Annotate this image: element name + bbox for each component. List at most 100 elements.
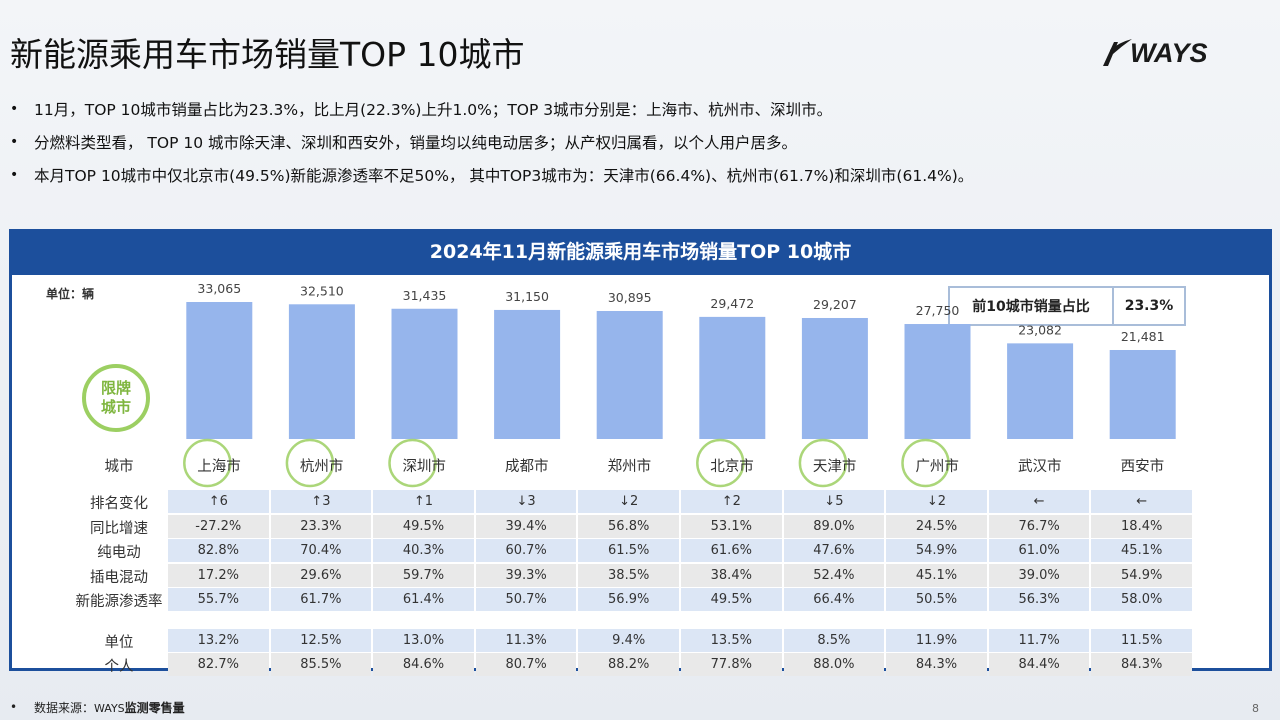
row-label: 插电混动	[90, 569, 148, 586]
top10-ratio-box: 前10城市销量占比 23.3%	[948, 286, 1186, 326]
table-cell: 49.5%	[373, 514, 474, 538]
city-label: 武汉市	[1018, 459, 1062, 475]
bullet-dot: •	[10, 166, 19, 183]
table-cell: ↓3	[475, 490, 577, 513]
summary-bullet: • 分燃料类型看， TOP 10 城市除天津、深圳和西安外，销量均以纯电动居多；…	[10, 125, 1250, 158]
summary-bullet: • 11月，TOP 10城市销量占比为23.3%，比上月(22.3%)上升1.0…	[10, 92, 1250, 125]
table-cell: 45.1%	[1091, 539, 1192, 562]
city-label: 上海市	[197, 459, 241, 475]
table-cell: ↑1	[373, 490, 474, 513]
table-cell: 59.7%	[373, 563, 474, 587]
row-label: 纯电动	[97, 545, 141, 561]
table-cell: 54.9%	[886, 539, 987, 562]
page-title: 新能源乘用车市场销量TOP 10城市	[10, 35, 525, 74]
table-cell: 40.3%	[373, 539, 474, 562]
restricted-city-marker	[798, 438, 848, 488]
table-cell: 88.0%	[783, 653, 885, 676]
restricted-city-marker	[901, 438, 950, 488]
table-cell: 17.2%	[168, 563, 269, 587]
restricted-city-badge: 限牌 城市	[82, 364, 150, 432]
ways-logo-icon	[1103, 39, 1132, 66]
table-cell: 39.4%	[475, 514, 577, 538]
table-cell: 38.4%	[681, 563, 782, 587]
table-cell: 70.4%	[270, 539, 372, 562]
ratio-label: 前10城市销量占比	[950, 288, 1114, 324]
panel-title: 2024年11月新能源乘用车市场销量TOP 10城市	[9, 229, 1272, 275]
table-cell: 54.9%	[1091, 563, 1192, 587]
table-cell: 11.9%	[886, 629, 987, 652]
table-cell: 39.3%	[475, 563, 577, 587]
bar-深圳市	[391, 308, 458, 439]
table-cell: ↓5	[783, 490, 885, 513]
bar-value-label: 23,082	[1018, 322, 1062, 337]
table-cell: 8.5%	[783, 629, 885, 652]
table-cell: 61.6%	[681, 539, 782, 562]
table-cell: 56.8%	[578, 514, 679, 538]
bar-成都市	[494, 309, 561, 439]
table-cell: ←	[1091, 490, 1192, 513]
bar-chart: 33,065 32,510 31,435 31,150 30,895 29,472 29,2…	[183, 281, 1176, 488]
table-cell: 39.0%	[988, 563, 1090, 587]
row-label: 个人	[104, 659, 134, 675]
table-cell: 88.2%	[578, 653, 679, 676]
city-label: 北京市	[710, 459, 754, 475]
data-source: 数据来源：WAYS监测零售量	[34, 699, 185, 716]
bullet-text: 11月，TOP 10城市销量占比为23.3%，比上月(22.3%)上升1.0%；…	[34, 100, 833, 119]
bar-天津市	[801, 317, 868, 439]
row-label: 单位	[104, 635, 134, 651]
city-label: 成都市	[505, 459, 549, 475]
restricted-city-marker	[696, 438, 745, 488]
row-label: 同比增速	[90, 520, 148, 537]
bar-北京市	[699, 316, 766, 439]
bullet-text: 本月TOP 10城市中仅北京市(49.5%)新能源渗透率不足50%， 其中TOP…	[34, 166, 974, 185]
bar-武汉市	[1007, 343, 1074, 439]
table-cell: 13.2%	[168, 629, 269, 652]
bar-郑州市	[596, 310, 663, 439]
bar-西安市	[1109, 349, 1176, 439]
summary-bullets: • 11月，TOP 10城市销量占比为23.3%，比上月(22.3%)上升1.0…	[10, 92, 1250, 191]
bar-value-label: 29,472	[710, 296, 754, 311]
table-cell: 61.7%	[270, 588, 372, 611]
table-cell: 52.4%	[783, 563, 885, 587]
city-label: 西安市	[1120, 459, 1165, 475]
table-cell: 61.4%	[373, 588, 474, 611]
table-cell: 84.6%	[373, 653, 474, 676]
summary-bullet: • 本月TOP 10城市中仅北京市(49.5%)新能源渗透率不足50%， 其中T…	[10, 158, 1250, 191]
table-cell: 82.7%	[168, 653, 269, 676]
table-cell: 80.7%	[475, 653, 577, 676]
bullet-dot: •	[10, 100, 19, 117]
bar-value-label: 31,435	[403, 288, 447, 303]
table-cell: ↓2	[886, 490, 987, 513]
bar-value-label: 29,207	[813, 297, 857, 312]
bar-杭州市	[288, 304, 355, 439]
footer-bullet: •	[10, 700, 18, 714]
table-cell: 13.0%	[373, 629, 474, 652]
bar-广州市	[904, 324, 971, 439]
source-name: 监测零售量	[124, 701, 185, 715]
table-cell: 89.0%	[783, 514, 885, 538]
bar-value-label: 33,065	[197, 281, 241, 296]
table-cell: 56.9%	[578, 588, 679, 611]
table-cell: 13.5%	[681, 629, 782, 652]
table-cell: 29.6%	[270, 563, 372, 587]
chart-panel: 2024年11月新能源乘用车市场销量TOP 10城市 单位：辆 前10城市销量占…	[9, 229, 1272, 676]
row-label: 新能源渗透率	[75, 594, 163, 610]
city-label: 天津市	[812, 459, 857, 475]
table-cell: 82.8%	[168, 539, 269, 562]
table-cell: 56.3%	[988, 588, 1090, 611]
bar-value-label: 21,481	[1121, 329, 1165, 344]
table-cell: ←	[988, 490, 1090, 513]
table-cell: 50.5%	[886, 588, 987, 611]
row-label: 排名变化	[90, 496, 148, 512]
restricted-badge-line2: 城市	[100, 398, 131, 416]
table-cell: ↑6	[168, 490, 269, 513]
page-number: 8	[1252, 702, 1259, 715]
city-header: 城市	[104, 459, 134, 475]
bar-上海市	[186, 302, 253, 439]
table-cell: ↑2	[681, 490, 782, 513]
table-cell: 11.5%	[1091, 629, 1192, 652]
city-label: 广州市	[915, 459, 959, 475]
source-label: 数据来源：	[34, 701, 95, 715]
restricted-city-marker	[285, 438, 335, 488]
table-cell: 58.0%	[1091, 588, 1192, 611]
